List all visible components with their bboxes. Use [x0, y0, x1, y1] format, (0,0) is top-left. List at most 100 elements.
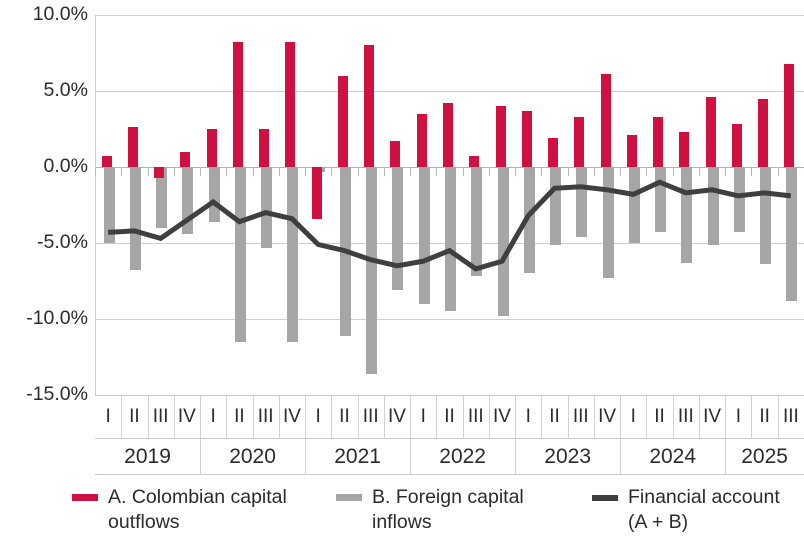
quarter-separator: [226, 396, 228, 438]
bar-colombian-outflows: [574, 116, 585, 167]
x-quarter-label: III: [677, 406, 694, 427]
quarter-separator: [252, 396, 254, 438]
x-quarter-label: III: [782, 406, 799, 427]
bar-foreign-inflows: [497, 167, 509, 316]
quarter-separator: [173, 396, 175, 438]
axis-tick: [646, 167, 648, 176]
bar-foreign-inflows: [471, 167, 483, 277]
bar-foreign-inflows: [129, 167, 141, 271]
y-axis: 10.0% 5.0% 0.0% -5.0% -10.0% -15.0%: [0, 0, 88, 403]
quarter-separator: [646, 396, 648, 438]
quarter-separator: [515, 396, 517, 438]
bar-foreign-inflows: [103, 167, 115, 243]
bar-colombian-outflows: [443, 103, 453, 167]
axis-tick: [462, 167, 464, 176]
x-quarter-label: I: [420, 406, 426, 427]
bar-colombian-outflows: [679, 132, 690, 167]
quarter-separator: [672, 396, 674, 438]
x-quarter-label: III: [467, 406, 484, 427]
quarter-separator: [725, 396, 727, 438]
x-quarter-label: II: [129, 406, 140, 427]
x-quarter-label: IV: [598, 406, 617, 427]
y-tick-label: -5.0%: [37, 231, 88, 253]
legend-label: B. Foreign capital inflows: [372, 486, 524, 533]
y-axis-line: [95, 15, 96, 395]
bar-foreign-inflows: [182, 167, 194, 234]
x-quarter-label: III: [362, 406, 379, 427]
x-quarter-label: II: [339, 406, 350, 427]
bar-foreign-inflows: [366, 167, 378, 374]
bar-foreign-inflows: [261, 167, 273, 248]
bar-colombian-outflows: [311, 167, 322, 219]
bar-foreign-inflows: [760, 167, 772, 265]
axis-tick: [357, 167, 359, 176]
x-quarter-label: II: [759, 406, 770, 427]
bar-colombian-outflows: [653, 116, 664, 167]
bar-foreign-inflows: [392, 167, 404, 291]
axis-tick: [95, 167, 96, 176]
year-separator: [305, 439, 307, 475]
axis-tick: [620, 167, 622, 176]
legend-item[interactable]: B. Foreign capital inflows: [336, 485, 524, 535]
x-year-label: 2019: [124, 445, 171, 468]
quarter-separator: [593, 396, 595, 438]
axis-tick: [383, 167, 385, 176]
year-separator: [515, 439, 517, 475]
bar-foreign-inflows: [733, 167, 745, 233]
x-quarter-label: II: [234, 406, 245, 427]
year-separator: [410, 439, 412, 475]
bar-colombian-outflows: [731, 124, 742, 167]
bar-colombian-outflows: [180, 151, 191, 167]
bar-foreign-inflows: [786, 167, 798, 301]
bar-colombian-outflows: [469, 156, 480, 167]
bar-colombian-outflows: [206, 129, 217, 167]
quarter-separator: [567, 396, 569, 438]
bar-foreign-inflows: [287, 167, 299, 342]
legend-item[interactable]: A. Colombian capital outflows: [72, 485, 287, 535]
bar-colombian-outflows: [101, 156, 112, 167]
axis-tick: [331, 167, 333, 176]
axis-tick: [278, 167, 280, 176]
bar-colombian-outflows: [285, 42, 296, 167]
quarter-separator: [462, 396, 464, 438]
bar-foreign-inflows: [523, 167, 535, 274]
x-year-label: 2023: [544, 445, 592, 468]
axis-tick: [121, 167, 123, 176]
quarter-separator: [620, 396, 622, 438]
year-separator: [725, 439, 727, 475]
axis-tick: [725, 167, 727, 176]
legend-label: A. Colombian capital outflows: [108, 486, 287, 533]
x-quarter-label: I: [105, 406, 111, 427]
quarter-separator: [147, 396, 149, 438]
axis-tick: [147, 167, 149, 176]
legend-label: Financial account (A + B): [628, 486, 780, 533]
quarter-separator: [278, 396, 280, 438]
quarter-separator: [200, 396, 202, 438]
quarter-separator: [436, 396, 438, 438]
axis-tick: [672, 167, 674, 176]
legend-swatch: [592, 495, 618, 501]
bar-foreign-inflows: [576, 167, 588, 237]
axis-tick: [515, 167, 517, 176]
x-quarter-label: I: [735, 406, 741, 427]
bar-colombian-outflows: [364, 45, 375, 167]
bar-colombian-outflows: [705, 97, 716, 167]
chart-legend: A. Colombian capital outflows B. Foreign …: [72, 485, 804, 536]
quarter-separator: [751, 396, 753, 438]
year-separator: [200, 439, 202, 475]
x-quarter-label: II: [549, 406, 560, 427]
quarter-separator: [331, 396, 333, 438]
bar-colombian-outflows: [626, 135, 637, 167]
bar-foreign-inflows: [550, 167, 562, 245]
gridline: [95, 15, 804, 16]
legend-item[interactable]: Financial account (A + B): [592, 485, 780, 535]
bar-colombian-outflows: [784, 63, 795, 167]
x-quarter-label: I: [315, 406, 321, 427]
x-year-label: 2021: [334, 445, 381, 468]
bar-colombian-outflows: [390, 141, 401, 167]
axis-tick: [777, 167, 779, 176]
x-quarter-label: IV: [177, 406, 196, 427]
axis-tick: [541, 167, 543, 176]
legend-swatch: [336, 494, 362, 501]
